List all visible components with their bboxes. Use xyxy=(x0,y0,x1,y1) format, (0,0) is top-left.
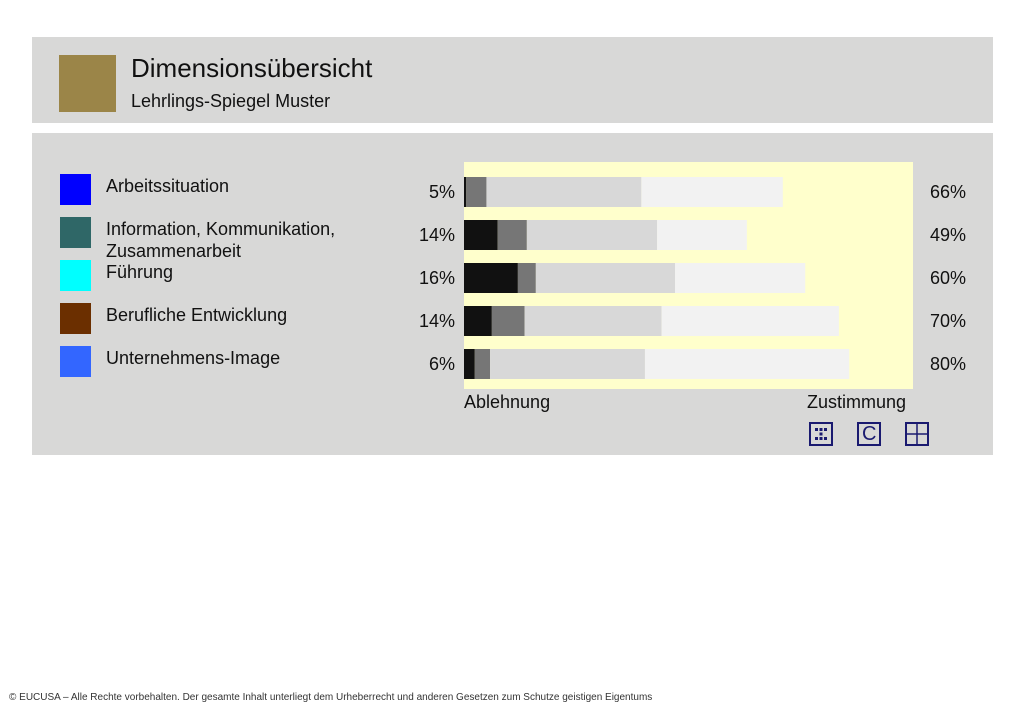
c-letter-icon[interactable]: C xyxy=(857,422,881,446)
bar-segment xyxy=(644,349,850,379)
chart-panel: Arbeitssituation Information, Kommunikat… xyxy=(32,133,993,455)
header-color-swatch xyxy=(59,55,116,112)
approval-percent-label: 60% xyxy=(930,268,966,288)
bar-segment xyxy=(526,220,658,250)
legend-label: Arbeitssituation xyxy=(106,176,230,196)
dots-grid-icon[interactable] xyxy=(809,422,833,446)
legend-label: Unternehmens-Image xyxy=(106,348,281,368)
c-letter-label: C xyxy=(862,423,877,445)
bar-segment xyxy=(464,306,492,336)
rejection-percent-label: 14% xyxy=(419,311,455,331)
x-axis-label-approval: Zustimmung xyxy=(807,392,907,412)
rejection-percent-label: 5% xyxy=(429,182,455,202)
legend-swatch xyxy=(60,174,91,205)
approval-percent-label: 66% xyxy=(930,182,966,202)
legend-label: Führung xyxy=(106,262,174,282)
rejection-percent-label: 6% xyxy=(429,354,455,374)
legend-label: Berufliche Entwicklung xyxy=(106,305,288,325)
approval-percent-label: 70% xyxy=(930,311,966,331)
bar-segment xyxy=(466,177,487,207)
bar-segment xyxy=(497,220,527,250)
bar-segment xyxy=(641,177,783,207)
bar-segment xyxy=(675,263,806,293)
bar-segment xyxy=(474,349,491,379)
bar-segment xyxy=(535,263,676,293)
copyright-footer: © EUCUSA – Alle Rechte vorbehalten. Der … xyxy=(9,692,653,703)
bar-segment xyxy=(657,220,747,250)
rejection-percent-label: 14% xyxy=(419,225,455,245)
x-axis-label-rejection: Ablehnung xyxy=(464,392,551,412)
page-subtitle: Lehrlings-Spiegel Muster xyxy=(131,91,331,111)
bar-segment xyxy=(486,177,642,207)
stacked-bar-chart: 5% 66% 14% 49% 16% 60% 14% 70% 6% 80% xyxy=(419,162,966,389)
bar-segment xyxy=(490,349,645,379)
legend-swatch xyxy=(60,303,91,334)
approval-percent-label: 80% xyxy=(930,354,966,374)
approval-percent-label: 49% xyxy=(930,225,966,245)
bar-segment xyxy=(464,177,467,207)
bar-segment xyxy=(491,306,525,336)
legend-swatch xyxy=(60,346,91,377)
rejection-percent-label: 16% xyxy=(419,268,455,288)
bar-segment xyxy=(517,263,536,293)
bar-segment xyxy=(464,349,475,379)
legend-swatch xyxy=(60,260,91,291)
bar-segment xyxy=(464,220,498,250)
quadrant-grid-icon[interactable] xyxy=(905,422,929,446)
legend-swatch xyxy=(60,217,91,248)
header-panel: Dimensionsübersicht Lehrlings-Spiegel Mu… xyxy=(32,37,993,123)
bar-segment xyxy=(464,263,518,293)
legend-label: Information, Kommunikation, Zusammenarbe… xyxy=(106,219,336,261)
page-title: Dimensionsübersicht xyxy=(131,53,373,83)
bar-segment xyxy=(524,306,662,336)
bar-segment xyxy=(661,306,839,336)
